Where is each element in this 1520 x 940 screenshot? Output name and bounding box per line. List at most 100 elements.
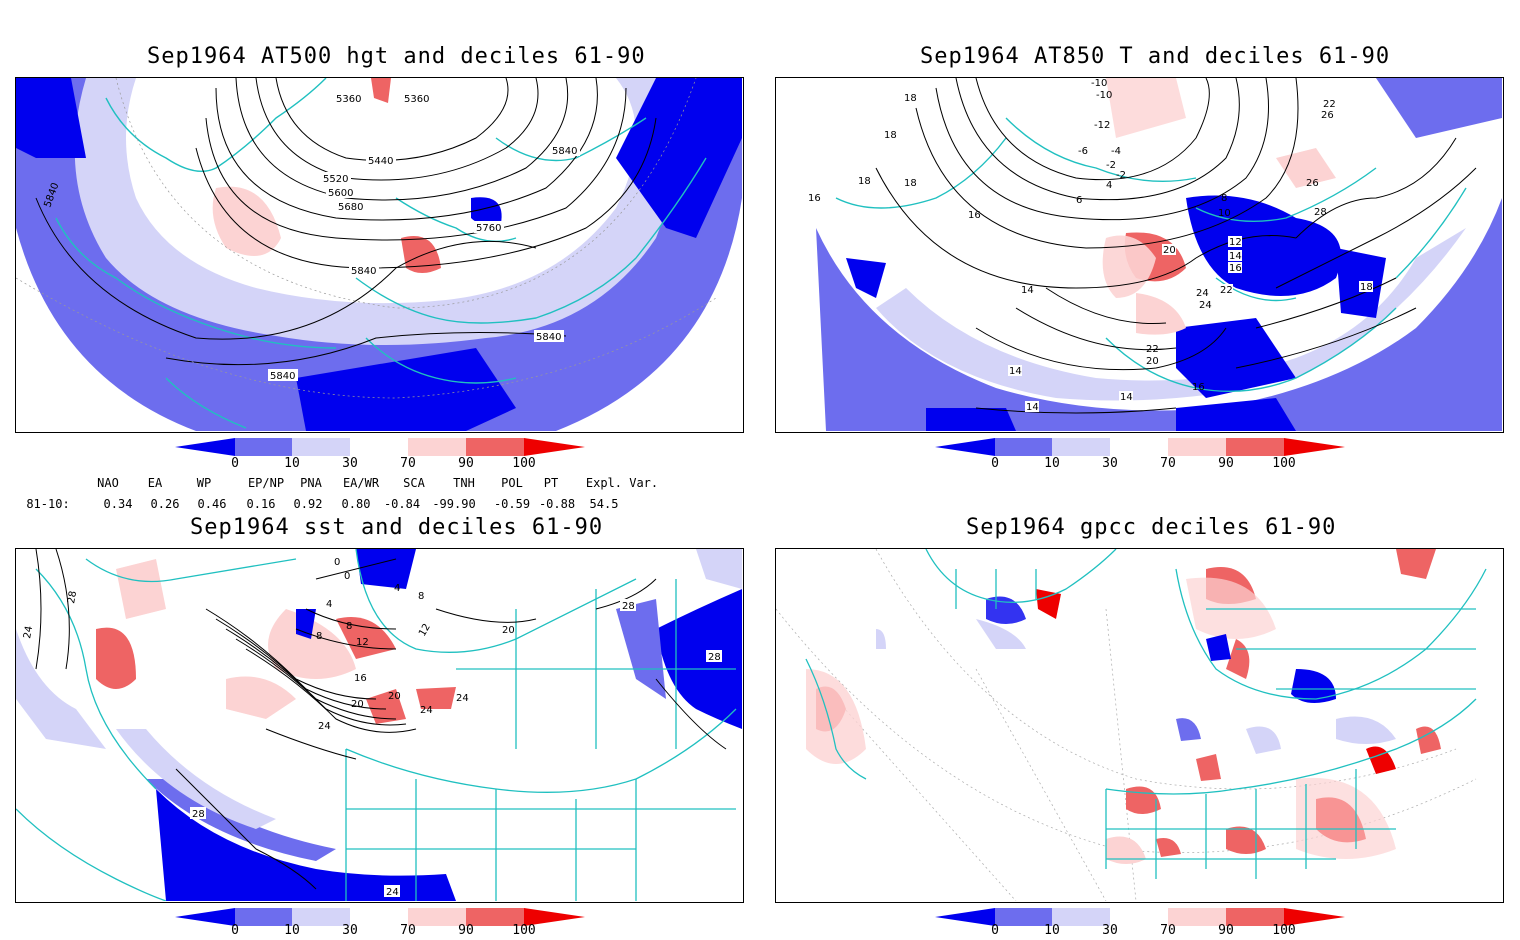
colorbar-seg [524,438,585,456]
map-panel-t850: -10 -10 -12 -6 -4 -2 -2 4 6 8 10 12 14 1… [775,77,1504,433]
colorbar-hgt: 0 10 30 70 90 100 [175,438,585,474]
colorbar-tick: 90 [1218,923,1234,938]
contour-label: 12 [356,637,369,648]
contour-label: 18 [884,130,897,141]
contour-label: 24 [456,693,469,704]
colorbar-seg [1168,908,1226,926]
index-header: EA [147,476,163,490]
contour-label: 20 [1146,356,1159,367]
contour-label: -6 [1078,146,1088,157]
colorbar-tick: 90 [458,456,474,471]
contour-label: 20 [502,625,515,636]
contour-label: 24 [1199,300,1212,311]
colorbar-seg [292,908,350,926]
contour-label: 4 [394,583,400,594]
contour-label: 20 [351,699,364,710]
colorbar-seg [1284,438,1345,456]
colorbar-tick: 70 [1160,456,1176,471]
index-header: TNH [453,476,475,490]
colorbar-seg [235,438,292,456]
index-header: PT [543,476,559,490]
index-value: 0.80 [341,497,371,511]
contour-label: 5680 [338,202,363,213]
panel-title-t850: Sep1964 AT850 T and deciles 61-90 [920,44,1391,69]
contour-label: 18 [858,176,871,187]
colorbar-tick: 30 [1102,923,1118,938]
contour-label: 28 [708,652,721,663]
contour-label: -10 [1091,78,1107,89]
index-header: POL [501,476,523,490]
contour-label: 8 [346,621,352,632]
contour-label: 20 [388,691,401,702]
map-panel-sst: 28 24 0 0 4 4 8 8 8 12 12 16 20 20 20 24… [15,548,744,903]
map-panel-hgt: 5360 5360 5440 5520 5600 5680 5760 5840 … [15,77,744,433]
index-value: 0.26 [150,497,180,511]
contour-label: 5520 [323,174,348,185]
contour-label: 12 [1229,237,1242,248]
index-value: 0.92 [293,497,323,511]
index-header: EA/WR [342,476,380,490]
index-header: PNA [300,476,322,490]
map-panel-gpcc [775,548,1504,903]
index-header: NAO [97,476,119,490]
colorbar-seg [1168,438,1226,456]
contour-label: 16 [1229,263,1242,274]
contour-label: -2 [1106,160,1116,171]
index-header: WP [196,476,212,490]
contour-label: 28 [622,601,635,612]
index-headers: NAO EA WP EP/NP PNA EA/WR SCA TNH POL PT… [0,476,700,492]
colorbar-tick: 30 [1102,456,1118,471]
contour-label: 4 [326,599,332,610]
contour-label: -4 [1111,146,1121,157]
contour-label: 24 [22,625,35,639]
colorbar-seg [935,438,995,456]
contour-label: 26 [1321,110,1334,121]
index-header: SCA [403,476,425,490]
contour-label: 5600 [328,188,353,199]
colorbar-tick: 30 [342,923,358,938]
contour-label: 24 [318,721,331,732]
colorbar-seg [995,438,1052,456]
contour-label: 18 [1360,282,1373,293]
colorbar-tick: 10 [284,923,300,938]
contour-label: 14 [1026,402,1039,413]
colorbar-tick: 100 [1272,456,1296,471]
colorbar-tick: 70 [400,456,416,471]
colorbar-seg [292,438,350,456]
colorbar-tick: 70 [400,923,416,938]
contour-label: -2 [1116,170,1126,181]
contour-label: 14 [1229,251,1242,262]
contour-label: 5840 [536,332,561,343]
colorbar-seg [1052,438,1110,456]
colorbar-t850: 0 10 30 70 90 100 [935,438,1345,474]
colorbar-seg [1052,908,1110,926]
contour-label: 8 [418,591,424,602]
contour-label: 24 [1196,288,1209,299]
colorbar-tick: 10 [1044,923,1060,938]
contour-label: 28 [66,590,79,604]
contour-label: 5760 [476,223,501,234]
index-value: -99.90 [432,497,476,511]
panel-title-sst: Sep1964 sst and deciles 61-90 [190,515,604,540]
contour-label: 8 [316,631,322,642]
colorbar-tick: 0 [991,923,999,938]
colorbar-seg [524,908,585,926]
colorbar-tick: 0 [231,456,239,471]
contour-label: 5360 [404,94,429,105]
index-value: 0.34 [103,497,133,511]
contour-label: -10 [1096,90,1112,101]
index-header: EP/NP [247,476,285,490]
contour-label: 4 [1106,180,1112,191]
colorbar-seg [995,908,1052,926]
contour-label: 16 [1192,382,1205,393]
colorbar-seg [175,438,235,456]
contour-label: 16 [808,193,821,204]
colorbar-seg [350,908,408,926]
contour-label: 20 [1163,245,1176,256]
colorbar-seg [235,908,292,926]
colorbar-seg [175,908,235,926]
colorbar-seg [1226,438,1284,456]
contour-label: 10 [1218,208,1231,219]
colorbar-seg [408,438,466,456]
index-value: -0.88 [538,497,576,511]
